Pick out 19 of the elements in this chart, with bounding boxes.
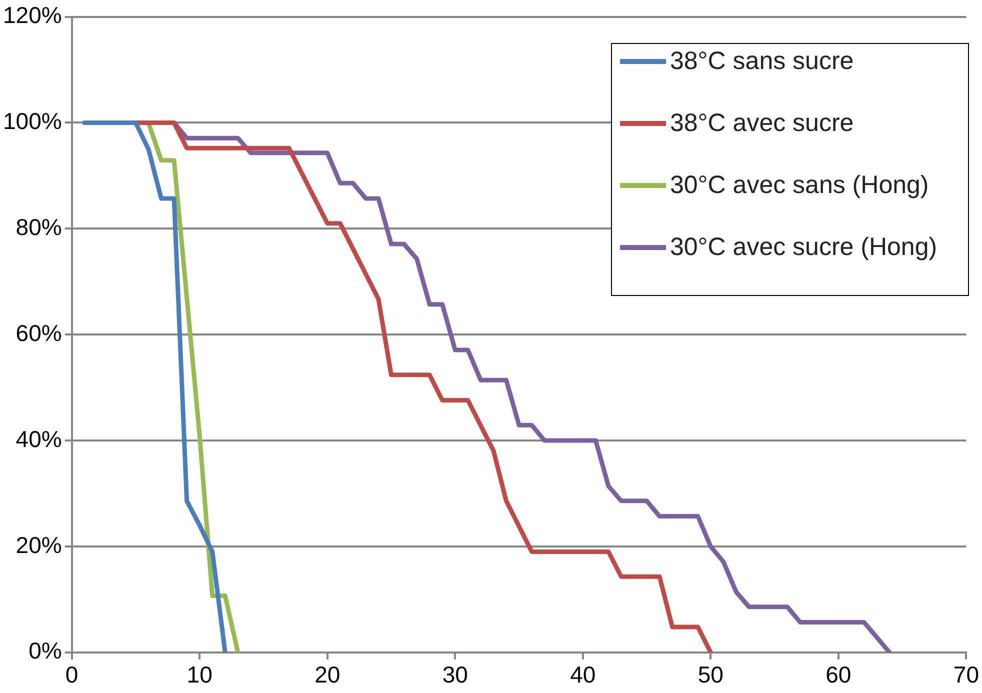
x-tick-label: 40: [570, 662, 596, 688]
y-tick-label: 80%: [16, 214, 62, 240]
x-tick-label: 60: [826, 662, 852, 688]
y-tick-label: 20%: [16, 532, 62, 558]
y-tick-label: 120%: [2, 2, 62, 28]
y-tick-label: 60%: [16, 320, 62, 346]
x-tick-label: 30: [442, 662, 468, 688]
legend-label: 30°C avec sucre (Hong): [670, 232, 938, 262]
legend-label: 30°C avec sans (Hong): [670, 170, 929, 200]
x-tick-label: 70: [953, 662, 980, 688]
y-tick-label: 40%: [16, 426, 62, 452]
x-tick-label: 50: [698, 662, 724, 688]
x-tick-label: 10: [186, 662, 212, 688]
x-tick-label: 20: [314, 662, 340, 688]
legend-label: 38°C sans sucre: [670, 46, 854, 76]
legend-label: 38°C avec sucre: [670, 108, 854, 138]
x-tick-label: 0: [65, 662, 78, 688]
y-tick-label: 100%: [2, 108, 62, 134]
y-tick-label: 0%: [28, 638, 62, 664]
